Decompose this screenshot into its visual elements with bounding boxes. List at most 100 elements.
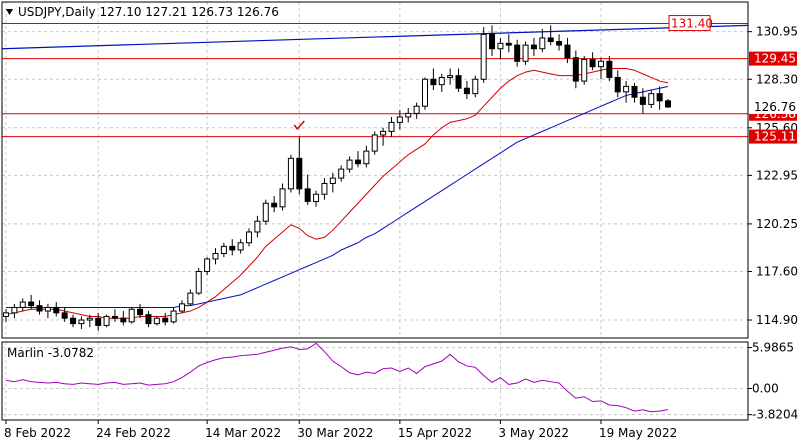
- candle: [656, 86, 663, 110]
- candle-body: [614, 76, 621, 93]
- candle: [589, 52, 596, 71]
- candle: [514, 39, 521, 67]
- candle-body: [304, 188, 311, 202]
- candle-body: [430, 78, 437, 86]
- time-tick-label: 30 Mar 2022: [297, 426, 373, 440]
- symbol-info: USDJPY,Daily 127.10 127.21 126.73 126.76: [18, 5, 279, 19]
- candle-body: [589, 58, 596, 68]
- trendline: [1, 24, 749, 50]
- candle: [380, 127, 387, 146]
- candle: [447, 68, 454, 85]
- candle-body: [447, 75, 454, 78]
- price-tick-label: 117.60: [756, 265, 798, 279]
- candle: [648, 90, 655, 109]
- candle-body: [530, 44, 537, 50]
- candle-body: [438, 76, 445, 86]
- oscillator-axis: 5.9865 0.00 -3.8204: [748, 341, 798, 422]
- annotations: [293, 120, 305, 131]
- candle: [220, 242, 227, 258]
- candle: [631, 82, 638, 103]
- candle: [153, 316, 160, 326]
- candle-body: [313, 193, 320, 202]
- candle: [304, 174, 311, 206]
- price-tick-label: 120.25: [756, 217, 798, 231]
- candle: [254, 215, 261, 238]
- candle: [313, 190, 320, 207]
- candle-body: [489, 33, 496, 50]
- candle-body: [170, 310, 177, 323]
- candle: [111, 309, 118, 322]
- candle: [170, 307, 177, 324]
- time-tick-label: 19 May 2022: [599, 426, 677, 440]
- candle: [137, 303, 144, 319]
- price-tick-label: 130.95: [756, 25, 798, 39]
- candle-body: [648, 93, 655, 105]
- candle: [178, 300, 185, 313]
- candle-body: [178, 303, 185, 312]
- candle: [597, 57, 604, 80]
- oscillator-tick-label: 0.00: [752, 382, 779, 396]
- candle-body: [86, 317, 93, 321]
- candle: [572, 50, 579, 89]
- candle: [296, 136, 303, 195]
- candle: [145, 311, 152, 328]
- candle: [489, 25, 496, 56]
- main-grid: [2, 2, 748, 338]
- candle: [564, 37, 571, 64]
- level-label-box: [749, 129, 797, 144]
- candles[interactable]: [3, 25, 672, 331]
- candle-body: [128, 308, 135, 323]
- candle: [547, 25, 554, 46]
- candle: [237, 239, 244, 254]
- level-label-box: [668, 15, 711, 32]
- candle-body: [287, 157, 294, 190]
- current-price-label: 126.76: [754, 100, 796, 114]
- candle: [480, 27, 487, 83]
- candle: [438, 73, 445, 92]
- candle-body: [572, 57, 579, 82]
- candle-body: [472, 78, 479, 95]
- candle-body: [53, 306, 60, 314]
- candle-body: [145, 314, 152, 325]
- candle-body: [137, 308, 144, 316]
- candle-body: [505, 42, 512, 46]
- oscillator-title: Marlin -3.0782: [7, 346, 94, 360]
- price-tick-label: 122.95: [756, 168, 798, 182]
- candle-body: [497, 42, 504, 50]
- candle-body: [606, 60, 613, 78]
- oscillator-panel-frame: [1, 341, 749, 421]
- candle: [78, 316, 85, 330]
- candle: [229, 239, 236, 256]
- candle: [530, 37, 537, 56]
- price-tick-label: 128.30: [756, 72, 798, 86]
- candle: [28, 294, 35, 310]
- candle: [36, 300, 43, 315]
- candle: [195, 267, 202, 295]
- candle: [396, 109, 403, 130]
- candle: [430, 68, 437, 91]
- candle-body: [44, 306, 51, 312]
- candle-body: [70, 317, 77, 325]
- candle-body: [279, 188, 286, 208]
- candle: [120, 311, 127, 326]
- triangle-down-icon[interactable]: [6, 9, 13, 15]
- checkmark-icon: [293, 120, 305, 131]
- candle-body: [120, 317, 127, 323]
- candle-body: [78, 319, 85, 325]
- candle-body: [631, 85, 638, 98]
- candle: [44, 303, 51, 319]
- candle-body: [262, 202, 269, 222]
- candle: [321, 178, 328, 200]
- oscillator-grid: [2, 342, 748, 420]
- candle-body: [11, 306, 18, 314]
- candle: [405, 108, 412, 123]
- candle-body: [329, 177, 336, 184]
- candle-body: [3, 312, 9, 317]
- candle-body: [656, 93, 663, 102]
- candle: [103, 314, 110, 328]
- candle-body: [354, 159, 361, 165]
- time-tick-label: 24 Feb 2022: [96, 426, 171, 440]
- time-tick-label: 15 Apr 2022: [398, 426, 472, 440]
